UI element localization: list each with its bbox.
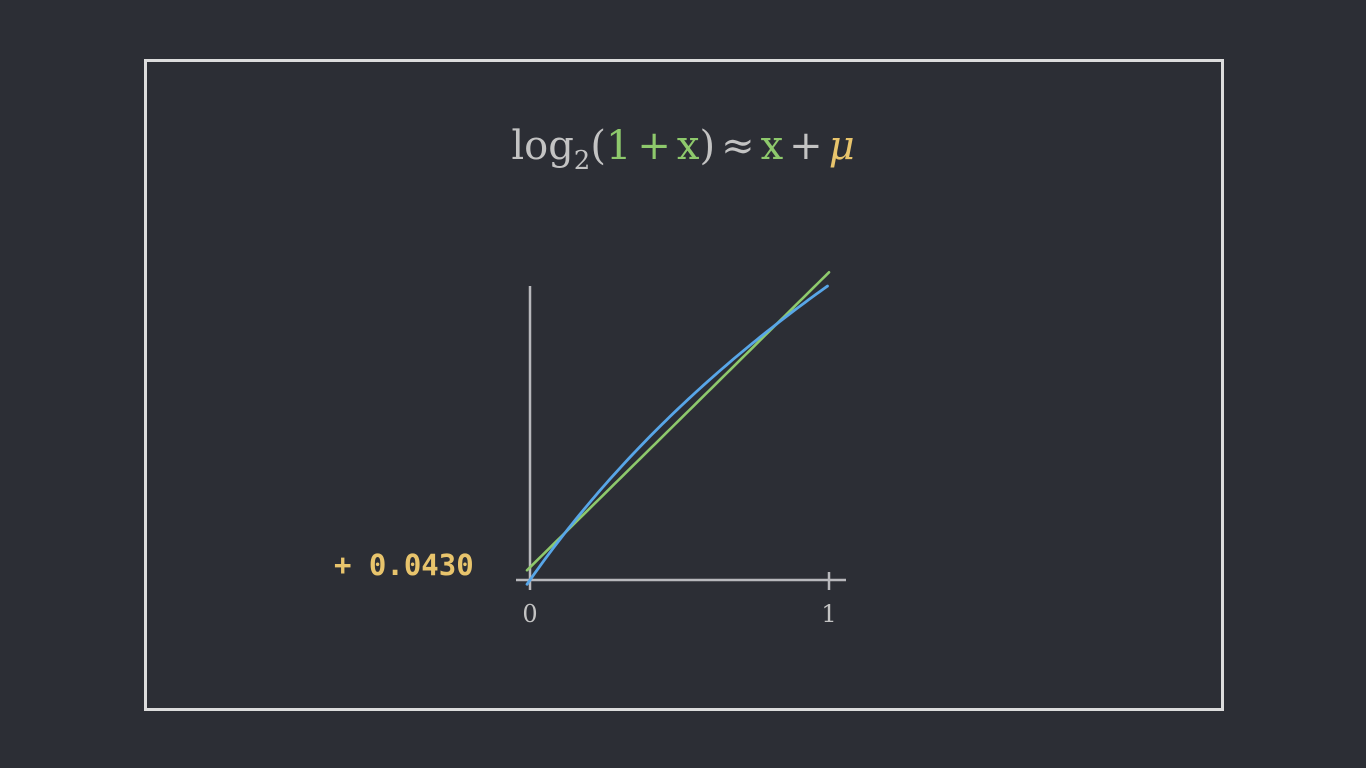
formula-base: 2 [573,146,591,176]
formula-title: log2(1 + x) ≈ x + μ [0,123,1366,176]
formula-plus-2: + [789,123,823,169]
formula-close-paren: ) [699,123,716,169]
formula-one: 1 [605,123,632,169]
mu-value-label: + 0.0430 [334,548,474,582]
formula-open-paren: ( [590,123,606,169]
chart-frame [144,59,1224,711]
formula-approx: ≈ [721,123,755,169]
x-tick-label-1: 1 [821,600,836,628]
formula-x-1: x [676,123,700,169]
series-log-curve [525,284,829,586]
formula-mu: μ [828,123,855,169]
formula-x-2: x [760,123,784,169]
formula-log: log [511,123,574,169]
formula-plus-1: + [637,123,671,169]
x-tick-label-0: 0 [522,600,537,628]
